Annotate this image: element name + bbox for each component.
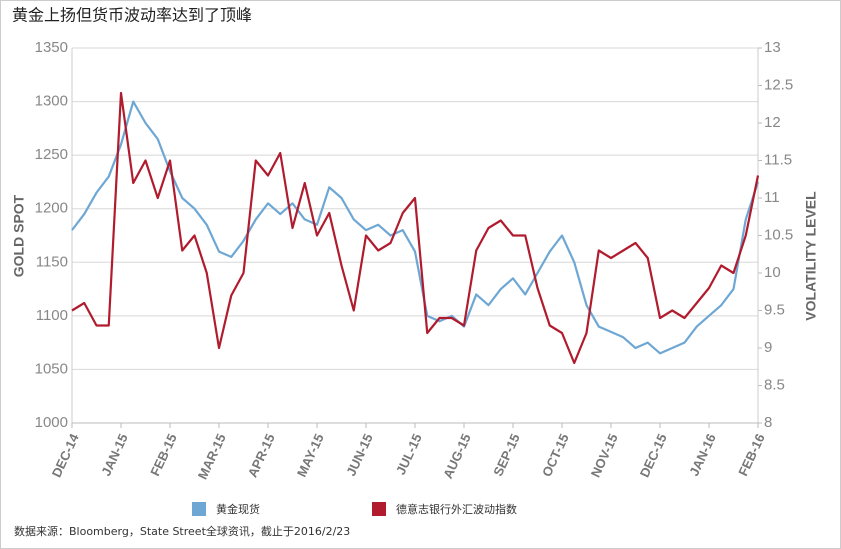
y2-tick-label: 11.5: [764, 151, 792, 168]
y-tick-label: 1250: [35, 146, 68, 163]
x-tick-label: FEB-15: [147, 431, 180, 478]
source-note: 数据来源：Bloomberg，State Street全球资讯，截止于2016/…: [14, 524, 350, 538]
y-tick-label: 1100: [36, 307, 68, 324]
chart-title: 黄金上扬但货币波动率达到了顶峰: [12, 6, 252, 25]
x-tick-label: JUN-15: [343, 431, 376, 478]
y2-axis-title: VOLATILITY LEVEL: [803, 191, 819, 321]
y2-tick-label: 10.5: [764, 226, 793, 243]
y-tick-label: 1350: [35, 39, 68, 56]
x-tick-label: AUG-15: [440, 431, 474, 481]
y-tick-label: 1150: [36, 253, 68, 270]
y2-tick-label: 10: [764, 264, 781, 281]
y-tick-label: 1300: [35, 93, 68, 110]
x-tick-label: JAN-15: [98, 431, 131, 478]
x-tick-label: OCT-15: [539, 431, 572, 479]
y2-tick-label: 9: [764, 339, 772, 356]
legend-label: 黄金现货: [216, 502, 260, 516]
legend-label: 德意志银行外汇波动指数: [396, 502, 517, 516]
y2-tick-label: 8.5: [764, 376, 785, 393]
y2-tick-label: 13: [764, 39, 781, 56]
y-axis-title: GOLD SPOT: [11, 194, 27, 277]
y2-tick-label: 9.5: [764, 301, 785, 318]
series-line: [71, 91, 760, 365]
y2-tick-label: 12: [764, 114, 781, 131]
x-tick-label: DEC-15: [637, 431, 670, 479]
x-tick-label: MAR-15: [195, 431, 229, 481]
x-tick-label: NOV-15: [588, 431, 621, 479]
y-tick-label: 1000: [35, 414, 68, 431]
y-tick-label: 1200: [35, 200, 68, 217]
y-tick-label: 1050: [35, 360, 68, 377]
x-tick-label: FEB-16: [735, 431, 768, 478]
y2-tick-label: 8: [764, 414, 772, 431]
x-tick-label: APR-15: [245, 431, 278, 479]
y2-tick-label: 11: [764, 189, 780, 206]
series-line: [71, 100, 760, 355]
x-tick-label: JUL-15: [393, 431, 425, 477]
legend-swatch: [192, 502, 206, 516]
x-tick-label: MAY-15: [294, 431, 327, 479]
legend-swatch: [372, 502, 386, 516]
x-tick-label: DEC-14: [49, 431, 82, 480]
x-tick-label: SEP-15: [490, 431, 523, 478]
y2-tick-label: 12.5: [764, 76, 793, 93]
x-tick-label: JAN-16: [686, 431, 719, 478]
